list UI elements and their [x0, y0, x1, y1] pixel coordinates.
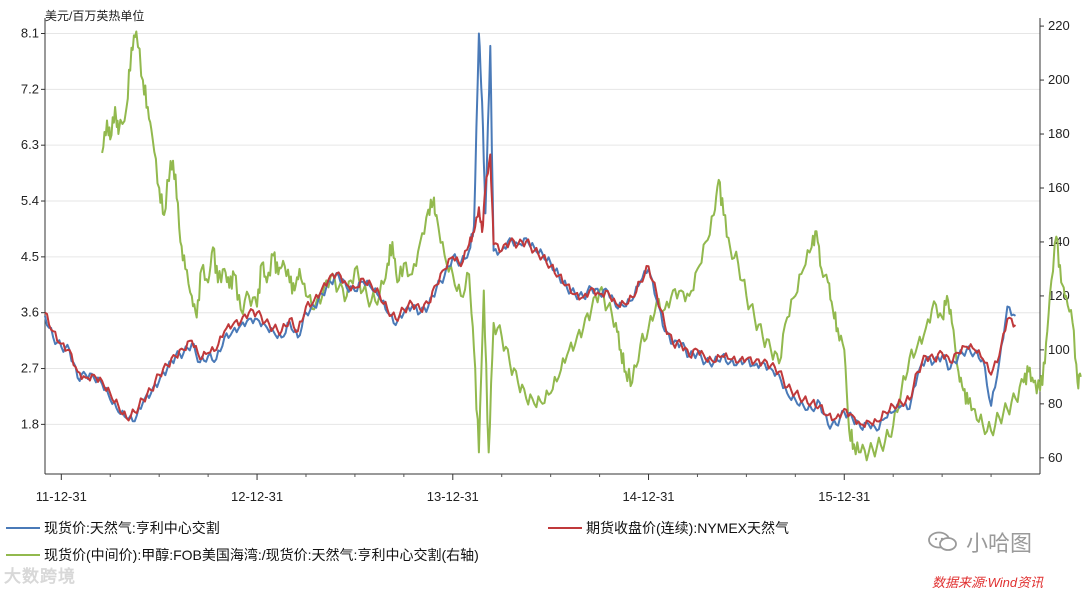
left-tick-label: 5.4: [21, 193, 39, 208]
legend-item-series3: 现货价(中间价):甲醇:FOB美国海湾:/现货价:天然气:亨利中心交割(右轴): [6, 545, 479, 565]
x-tick-label: 13-12-31: [427, 489, 479, 504]
axes: [44, 18, 1041, 475]
left-tick-label: 7.2: [21, 81, 39, 96]
legend-label-series2: 期货收盘价(连续):NYMEX天然气: [586, 520, 789, 536]
data-source: 数据来源:Wind资讯: [932, 575, 1044, 590]
right-tick-label: 80: [1048, 396, 1062, 411]
right-tick-label: 140: [1048, 234, 1070, 249]
left-tick-label: 4.5: [21, 249, 39, 264]
right-tick-label: 220: [1048, 18, 1070, 33]
right-tick-label: 100: [1048, 342, 1070, 357]
series-line-2: [44, 153, 1017, 428]
watermark-left: 大数跨境: [4, 567, 76, 586]
grid-lines: [45, 33, 1040, 425]
chat-bubble-icon: [928, 531, 957, 551]
watermark-right: 小哈图: [928, 526, 1032, 558]
left-axis-unit-label: 美元/百万英热单位: [45, 8, 144, 23]
legend-item-series2: 期货收盘价(连续):NYMEX天然气: [548, 518, 789, 538]
left-axis-ticks: 1.8 2.7 3.6 4.5 5.4 6.3 7.2 8.1: [21, 26, 45, 431]
x-tick-label: 15-12-31: [818, 489, 870, 504]
series-layer: [44, 30, 1082, 462]
series-line-3: [101, 30, 1082, 462]
legend-label-series1: 现货价:天然气:亨利中心交割: [44, 520, 220, 536]
legend-swatch-blue: [6, 527, 40, 529]
left-tick-label: 8.1: [21, 26, 39, 41]
left-tick-label: 3.6: [21, 305, 39, 320]
x-axis-ticks: 11-12-31 12-12-31 13-12-31 14-12-31 15-12-31: [36, 474, 992, 504]
x-tick-label: 11-12-31: [36, 489, 87, 504]
x-tick-label: 14-12-31: [623, 489, 675, 504]
line-chart: 1.82.73.64.55.46.37.28.1 608010012014016…: [21, 8, 1082, 504]
legend-item-series1: 现货价:天然气:亨利中心交割: [6, 518, 220, 538]
legend-label-series3: 现货价(中间价):甲醇:FOB美国海湾:/现货价:天然气:亨利中心交割(右轴): [44, 547, 479, 563]
right-tick-label: 200: [1048, 72, 1070, 87]
series-line-1: [44, 32, 1017, 432]
watermark-right-text: 小哈图: [966, 531, 1033, 556]
legend-swatch-green: [6, 554, 40, 556]
x-tick-label: 12-12-31: [231, 489, 283, 504]
right-tick-label: 160: [1048, 180, 1070, 195]
legend-swatch-red: [548, 527, 582, 529]
left-tick-label: 2.7: [21, 361, 39, 376]
left-tick-label: 1.8: [21, 416, 39, 431]
left-tick-label: 6.3: [21, 137, 39, 152]
right-tick-label: 60: [1048, 450, 1062, 465]
right-tick-label: 180: [1048, 126, 1070, 141]
